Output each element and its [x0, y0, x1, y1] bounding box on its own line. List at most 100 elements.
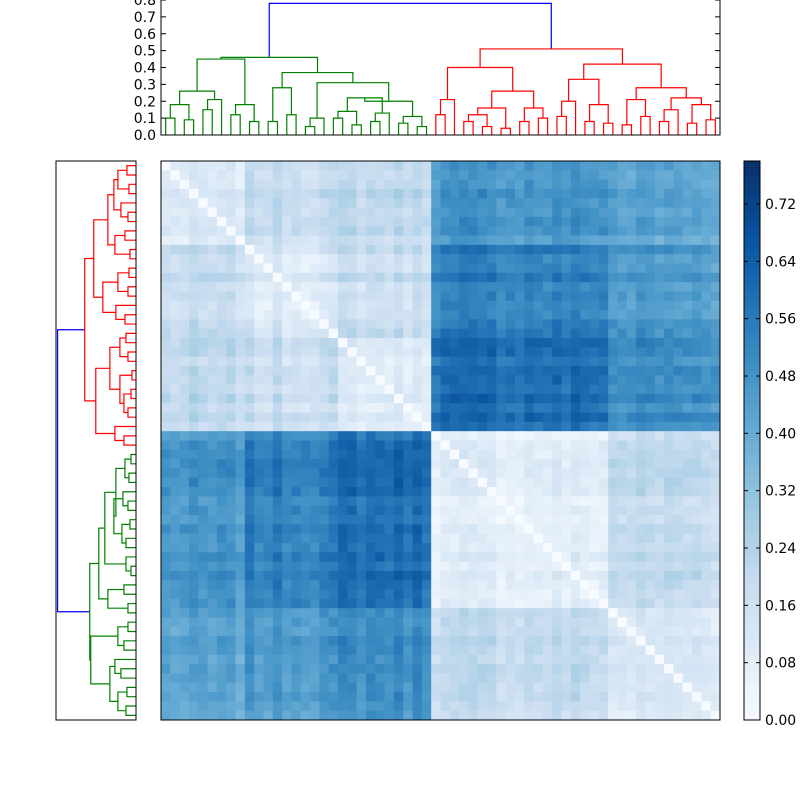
heatmap-cell [626, 692, 637, 702]
heatmap-cell [263, 542, 274, 553]
heatmap-cell [244, 570, 255, 581]
left-dendrogram [55, 160, 137, 721]
colorbar-segment [744, 174, 760, 181]
heatmap-cell [328, 552, 339, 563]
heatmap-cell [179, 664, 190, 674]
heatmap-cell [272, 375, 283, 385]
heatmap-cell [608, 412, 618, 423]
heatmap-cell [710, 626, 721, 637]
dendrogram-link [664, 110, 678, 135]
heatmap-cell [291, 375, 302, 385]
heatmap-cell [459, 589, 469, 600]
dendrogram-link [128, 501, 136, 510]
heatmap-cell [338, 449, 348, 460]
heatmap-cell [710, 244, 721, 255]
heatmap-cell [188, 319, 199, 330]
dendrogram-link [113, 498, 123, 535]
heatmap-cell [226, 319, 236, 330]
heatmap-cell [179, 310, 190, 320]
heatmap-cell [505, 617, 516, 628]
heatmap-cell [515, 626, 525, 637]
heatmap-cell [477, 608, 488, 618]
heatmap-cell [701, 468, 712, 479]
heatmap-cell [449, 524, 460, 535]
heatmap-cell [319, 608, 330, 618]
heatmap-cell [188, 384, 199, 395]
heatmap-cell [459, 272, 469, 283]
colorbar-segment [744, 598, 760, 605]
heatmap-cell [319, 626, 330, 637]
dendrogram-link [102, 281, 118, 313]
dendrogram-link [417, 127, 426, 135]
heatmap-cell [300, 412, 311, 423]
heatmap-cell [421, 431, 432, 441]
heatmap-cell [654, 487, 665, 497]
heatmap-cell [431, 701, 441, 712]
dendrogram-link [478, 108, 506, 128]
heatmap-cell [188, 272, 199, 283]
heatmap-cell [710, 580, 721, 590]
heatmap-cell [263, 580, 274, 590]
heatmap-cell [542, 440, 553, 451]
heatmap-cell [421, 608, 432, 618]
heatmap-cell [617, 403, 628, 413]
heatmap-cell [393, 421, 404, 432]
heatmap-cell [384, 524, 395, 535]
heatmap-cell [598, 710, 609, 721]
heatmap-cell [636, 515, 646, 525]
heatmap-cell [254, 226, 264, 236]
heatmap-cell [244, 365, 255, 376]
heatmap-cell [421, 496, 432, 507]
heatmap-cell [468, 552, 479, 563]
heatmap-cell [328, 692, 339, 702]
heatmap-cell [701, 216, 712, 227]
heatmap-cell [319, 431, 330, 441]
heatmap-cell [161, 291, 171, 302]
heatmap-cell [617, 216, 628, 227]
heatmap-cell [198, 645, 208, 656]
heatmap-frame [160, 160, 721, 721]
heatmap-cell [701, 552, 712, 563]
heatmap-cell [477, 477, 488, 488]
heatmap-cell [365, 645, 376, 656]
heatmap-cell [477, 561, 488, 572]
heatmap-cell [664, 328, 674, 339]
heatmap-cell [375, 291, 385, 302]
heatmap-cell [468, 487, 479, 497]
heatmap-cell [515, 664, 525, 674]
heatmap-cell [682, 188, 693, 199]
heatmap-cell [282, 682, 292, 693]
heatmap-cell [263, 654, 274, 665]
heatmap-cell [626, 207, 637, 218]
heatmap-cell [244, 403, 255, 413]
heatmap-cell [570, 440, 581, 451]
heatmap-cell [477, 487, 488, 497]
heatmap-cell [207, 310, 218, 320]
heatmap-cell [393, 682, 404, 693]
heatmap-cell [524, 682, 535, 693]
heatmap-cell [263, 254, 274, 264]
heatmap-cell [701, 244, 712, 255]
heatmap-cell [216, 291, 227, 302]
heatmap-cell [170, 440, 181, 451]
heatmap-cell [692, 300, 702, 311]
heatmap-cell [608, 542, 618, 553]
heatmap-cell [589, 598, 600, 609]
heatmap-cell [310, 496, 320, 507]
heatmap-cell [636, 347, 646, 358]
heatmap-cell [412, 282, 423, 292]
heatmap-cell [654, 561, 665, 572]
heatmap-cell [654, 617, 665, 628]
heatmap-cell [254, 403, 264, 413]
colorbar-segment [744, 459, 760, 465]
heatmap-cell [645, 310, 656, 320]
dendrogram-link [93, 219, 108, 298]
heatmap-cell [570, 338, 581, 348]
heatmap-cell [282, 561, 292, 572]
heatmap-cell [440, 664, 451, 674]
dendrogram-link [364, 97, 414, 117]
heatmap-cell [421, 468, 432, 479]
heatmap-cell [468, 365, 479, 376]
heatmap-cell [468, 440, 479, 451]
heatmap-cell [338, 533, 348, 544]
